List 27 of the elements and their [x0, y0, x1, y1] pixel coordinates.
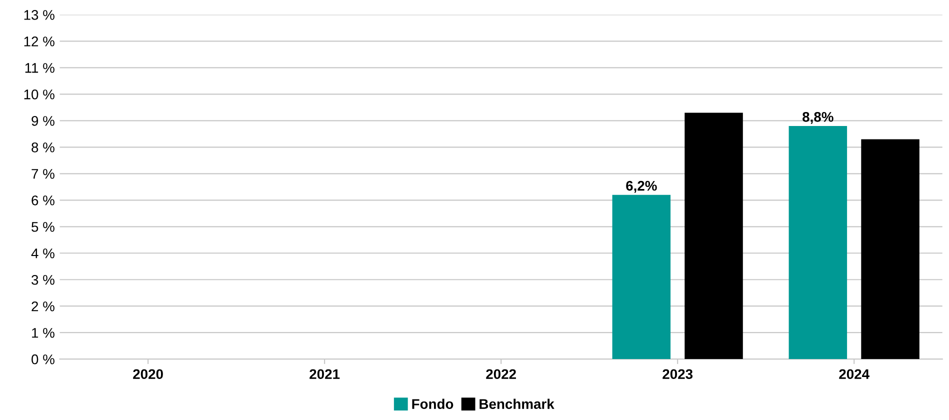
bar — [788, 126, 848, 360]
y-tick-label: 11 % — [25, 63, 54, 73]
y-tick-label: 12 % — [24, 36, 54, 46]
bar — [612, 194, 671, 360]
y-tick-label: 10 % — [24, 90, 54, 100]
data-label: 6,2% — [626, 180, 657, 193]
y-tick-label: 2 % — [32, 301, 54, 312]
x-tick-label: 2021 — [310, 369, 340, 380]
x-tick-label: 2020 — [133, 369, 163, 380]
y-tick-label: 4 % — [31, 248, 54, 258]
y-tick-label: 7 % — [32, 169, 54, 179]
bar — [684, 112, 743, 360]
y-tick-label: 8 % — [32, 142, 54, 152]
y-tick-label: 0 % — [32, 354, 54, 364]
x-tick-label: 2022 — [486, 369, 516, 380]
legend-label: Benchmark — [480, 398, 554, 409]
y-tick-label: 6 % — [32, 195, 54, 206]
data-label: 8,8% — [802, 112, 834, 124]
y-tick-label: 13 % — [24, 10, 54, 20]
x-tick-label: 2023 — [662, 369, 693, 380]
y-tick-label: 9 % — [32, 116, 54, 126]
y-tick-label: 5 % — [32, 222, 54, 232]
y-tick-label: 3 % — [32, 274, 54, 285]
legend-label: Fondo — [412, 398, 454, 409]
x-tick-label: 2024 — [839, 369, 870, 380]
y-tick-label: 1 % — [32, 328, 54, 338]
bar — [861, 139, 920, 360]
